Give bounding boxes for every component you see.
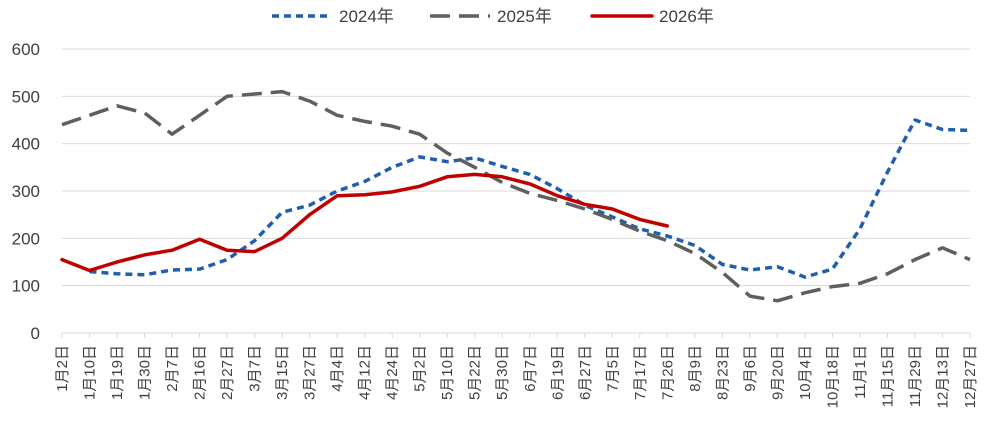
x-tick-label: 10月18日 <box>824 345 841 408</box>
x-axis: 1月2日 1月10日 1月19日 1月30日 2月7日 2月16日 2月27日 3月7日 3月1… <box>54 333 979 408</box>
x-tick-label: 1月10日 <box>82 345 99 400</box>
x-tick-label: 10月4日 <box>797 345 814 400</box>
x-tick-label: 4月4日 <box>329 345 346 392</box>
legend-label-2: 2025年 <box>497 7 552 26</box>
y-tick-label: 300 <box>12 182 40 201</box>
x-tick-label: 5月30日 <box>494 345 511 400</box>
y-tick-label: 600 <box>12 40 40 59</box>
x-tick-label: 2月16日 <box>192 345 209 400</box>
legend-label-3: 2026年 <box>659 7 714 26</box>
x-tick-label: 3月15日 <box>274 345 291 400</box>
y-axis: 0 100 200 300 400 500 600 <box>12 40 40 343</box>
x-tick-label: 7月5日 <box>604 345 621 392</box>
x-tick-label: 5月22日 <box>467 345 484 400</box>
x-tick-label: 9月6日 <box>742 345 759 392</box>
x-tick-label: 3月7日 <box>247 345 264 392</box>
y-tick-label: 500 <box>12 87 40 106</box>
x-tick-label: 11月29日 <box>907 345 924 407</box>
x-tick-label: 11月15日 <box>879 345 896 407</box>
x-tick-label: 5月10日 <box>439 345 456 400</box>
x-tick-label: 6月27日 <box>577 345 594 400</box>
x-tick-label: 1月2日 <box>54 345 71 392</box>
x-tick-label: 6月7日 <box>522 345 539 392</box>
x-tick-label: 1月19日 <box>109 345 126 400</box>
x-tick-label: 12月27日 <box>962 345 979 408</box>
x-tick-label: 9月20日 <box>769 345 786 400</box>
x-tick-label: 2月27日 <box>219 345 236 400</box>
x-tick-label: 8月23日 <box>714 345 731 400</box>
y-tick-label: 400 <box>12 135 40 154</box>
series-line-2 <box>61 89 971 303</box>
y-tick-label: 0 <box>31 324 40 343</box>
series-line-1 <box>89 118 971 279</box>
legend: 2024年 2025年 2026年 <box>272 7 714 26</box>
x-tick-label: 8月9日 <box>687 345 704 392</box>
x-tick-label: 12月13日 <box>934 345 951 408</box>
gridlines <box>62 48 970 334</box>
legend-label-1: 2024年 <box>339 7 394 26</box>
x-tick-label: 2月7日 <box>164 345 181 392</box>
series-lines <box>60 89 971 303</box>
x-tick-label: 11月1日 <box>852 345 869 399</box>
y-tick-label: 200 <box>12 229 40 248</box>
x-tick-label: 4月12日 <box>357 345 374 400</box>
x-tick-label: 4月24日 <box>384 345 401 400</box>
y-tick-label: 100 <box>12 277 40 296</box>
x-tick-label: 7月26日 <box>659 345 676 400</box>
series-line-3 <box>60 172 670 273</box>
x-tick-label: 3月27日 <box>302 345 319 400</box>
x-tick-label: 6月19日 <box>549 345 566 400</box>
x-tick-label: 5月2日 <box>412 345 429 392</box>
x-tick-label: 1月30日 <box>137 345 154 400</box>
x-tick-label: 7月17日 <box>632 345 649 400</box>
